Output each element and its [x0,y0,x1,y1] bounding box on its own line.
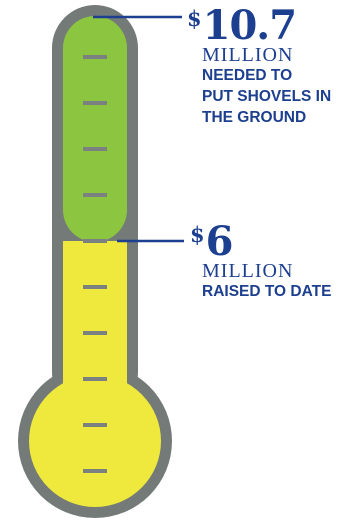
goal-unit: MILLION [202,44,294,66]
raised-description: RAISED TO DATE [202,281,331,302]
raised-amount: 6 [205,218,234,265]
goal-description-line: NEEDED TO [202,67,293,84]
goal-description-line: THE GROUND [202,109,307,126]
goal-description-line: PUT SHOVELS IN [202,88,332,105]
goal-description: NEEDED TO PUT SHOVELS IN THE GROUND [202,65,331,128]
goal-callout: $ 10.7 MILLION NEEDED TO PUT SHOVELS IN … [187,6,331,128]
goal-fill [63,16,127,242]
goal-currency-symbol: $ [187,6,202,31]
goal-amount: 10.7 [202,2,297,49]
raised-callout: $ 6 MILLION RAISED TO DATE [190,222,331,302]
raised-unit: MILLION [202,260,294,282]
raised-amount-row: $ 6 [190,222,331,262]
raised-fill [29,241,161,507]
raised-description-line: RAISED TO DATE [202,283,332,300]
raised-currency-symbol: $ [190,222,205,247]
tick-marks [83,55,107,473]
goal-amount-row: $ 10.7 [187,6,331,46]
